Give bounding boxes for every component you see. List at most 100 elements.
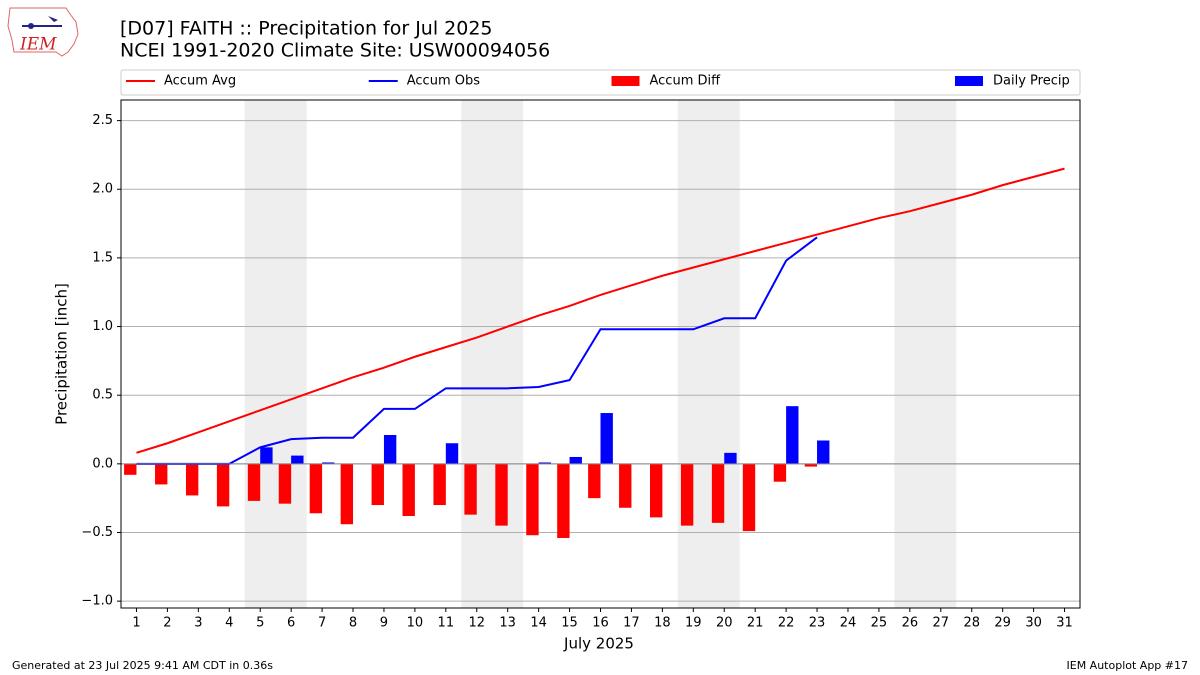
x-tick-label: 23: [809, 616, 826, 631]
x-tick-label: 14: [530, 616, 547, 631]
x-tick-label: 26: [902, 616, 919, 631]
bar: [526, 463, 539, 536]
bar: [711, 463, 725, 523]
footer-right: IEM Autoplot App #17: [1067, 659, 1189, 672]
logo-dot: [28, 23, 34, 29]
bar: [185, 463, 199, 496]
bar: [278, 463, 292, 504]
bar: [804, 463, 818, 467]
x-tick-label: 25: [871, 616, 888, 631]
bar: [600, 413, 613, 464]
weekend-shade: [461, 100, 524, 608]
y-axis-label: Precipitation [inch]: [53, 283, 71, 425]
bar: [402, 463, 415, 517]
legend-label: Daily Precip: [993, 74, 1070, 89]
bar: [724, 452, 737, 464]
bar: [680, 463, 694, 526]
footer-left: Generated at 23 Jul 2025 9:41 AM CDT in …: [12, 659, 273, 672]
plot-frame: [120, 99, 1081, 609]
legend-label: Accum Diff: [650, 74, 722, 89]
x-tick-label: 27: [933, 616, 950, 631]
bar: [322, 462, 335, 464]
x-tick-label: 6: [287, 616, 295, 631]
logo-outline: [7, 7, 79, 57]
x-tick-label: 1: [132, 616, 140, 631]
x-tick-label: 18: [654, 616, 671, 631]
legend-swatch: [955, 76, 983, 86]
line: [136, 236, 818, 465]
bar: [291, 455, 304, 464]
x-tick-label: 9: [380, 616, 388, 631]
y-tick-label: −1.0: [81, 594, 113, 609]
x-tick-label: 5: [256, 616, 264, 631]
x-tick-label: 3: [194, 616, 202, 631]
chart-subtitle: NCEI 1991-2020 Climate Site: USW00094056: [120, 40, 550, 62]
logo-text: IEM: [19, 35, 57, 55]
bar: [309, 463, 323, 514]
bar: [742, 463, 756, 532]
x-tick-label: 16: [592, 616, 609, 631]
x-tick-label: 12: [468, 616, 485, 631]
bar: [445, 443, 459, 464]
bar: [569, 456, 582, 464]
x-tick-label: 21: [747, 616, 764, 631]
x-tick-label: 7: [318, 616, 326, 631]
bar: [260, 447, 273, 464]
logo: IEM: [7, 7, 79, 57]
bar: [786, 406, 799, 464]
bar: [464, 463, 477, 515]
weekend-shade: [894, 100, 957, 608]
weekend-shade: [677, 100, 740, 608]
x-tick-label: 31: [1056, 616, 1073, 631]
bar: [817, 440, 830, 464]
y-tick-label: 1.0: [92, 319, 113, 334]
legend-label: Accum Obs: [407, 74, 480, 89]
bar: [495, 463, 508, 526]
y-tick-label: 1.5: [92, 250, 113, 265]
bar: [588, 463, 601, 499]
bar: [340, 463, 354, 525]
x-tick-label: 10: [407, 616, 424, 631]
logo-flag: [48, 16, 58, 22]
x-tick-label: 24: [840, 616, 857, 631]
bar: [155, 463, 168, 485]
x-tick-label: 17: [623, 616, 640, 631]
bar: [433, 463, 446, 506]
x-tick-label: 4: [225, 616, 233, 631]
x-tick-label: 22: [778, 616, 795, 631]
x-tick-label: 28: [963, 616, 980, 631]
bar: [383, 435, 397, 464]
bar: [371, 463, 384, 506]
legend-label: Accum Avg: [164, 74, 236, 89]
legend-frame: [120, 69, 1081, 96]
legend-swatch: [611, 76, 640, 86]
bar: [124, 463, 137, 475]
bar: [773, 463, 787, 482]
y-tick-label: 2.0: [92, 182, 113, 197]
x-tick-label: 2: [163, 616, 171, 631]
weekend-shade: [244, 100, 307, 608]
bar: [557, 463, 570, 538]
x-tick-label: 11: [438, 616, 455, 631]
x-tick-label: 8: [349, 616, 357, 631]
x-tick-label: 20: [716, 616, 733, 631]
x-tick-label: 13: [499, 616, 516, 631]
chart-title: [D07] FAITH :: Precipitation for Jul 202…: [120, 18, 493, 40]
x-axis-label: July 2025: [563, 635, 634, 653]
y-tick-label: 2.5: [92, 113, 113, 128]
y-tick-label: −0.5: [81, 525, 113, 540]
line: [136, 167, 1065, 454]
x-tick-label: 15: [561, 616, 578, 631]
bar: [538, 462, 552, 464]
x-tick-label: 19: [685, 616, 702, 631]
bar: [247, 463, 261, 501]
x-tick-label: 30: [1025, 616, 1042, 631]
y-tick-label: 0.0: [92, 456, 113, 471]
legend: Accum Avg Accum Obs Accum Diff Daily Precip: [120, 69, 1081, 96]
bar: [649, 463, 663, 518]
bar: [216, 463, 230, 507]
bar: [619, 463, 632, 508]
y-tick-label: 0.5: [92, 388, 113, 403]
x-tick-label: 29: [994, 616, 1011, 631]
